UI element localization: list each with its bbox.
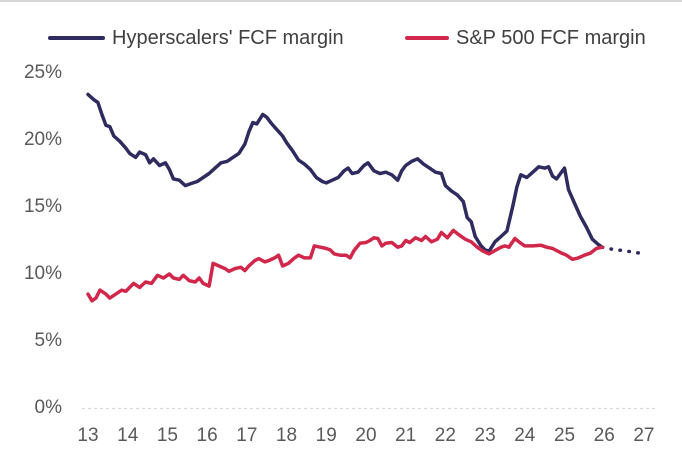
- x-tick-label: 20: [355, 425, 377, 446]
- legend-item-hyperscalers: Hyperscalers' FCF margin: [48, 27, 344, 49]
- x-tick-label: 16: [196, 425, 218, 446]
- x-tick-label: 23: [474, 425, 496, 446]
- y-tick-label: 20%: [23, 129, 62, 150]
- x-tick-label: 27: [633, 425, 655, 446]
- series-line-hyperscalers: [86, 92, 604, 253]
- series-line-hyperscalers-forecast: [600, 245, 642, 255]
- x-tick-label: 25: [553, 425, 576, 446]
- sp500-line-swatch-icon: [405, 36, 449, 40]
- hyperscalers-line-swatch-icon: [48, 36, 105, 40]
- x-tick-label: 15: [156, 425, 178, 446]
- x-tick-label: 14: [117, 425, 139, 446]
- x-tick-label: 19: [315, 425, 337, 446]
- x-tick-label: 17: [236, 425, 258, 446]
- x-tick-label: 24: [514, 425, 536, 446]
- y-tick-label: 15%: [23, 196, 62, 217]
- legend-label-hyperscalers: Hyperscalers' FCF margin: [112, 26, 344, 49]
- series-line-sp500: [86, 228, 604, 303]
- legend-item-sp500: S&P 500 FCF margin: [405, 27, 646, 49]
- window-top-edge: [0, 0, 682, 2]
- x-tick-label: 21: [395, 425, 417, 446]
- y-tick-label: 0%: [34, 397, 62, 418]
- y-tick-label: 5%: [34, 330, 62, 351]
- legend-label-sp500: S&P 500 FCF margin: [456, 26, 646, 49]
- x-tick-label: 26: [593, 425, 615, 446]
- x-tick-label: 18: [275, 425, 298, 446]
- x-tick-label: 22: [434, 425, 456, 446]
- y-tick-label: 25%: [23, 62, 62, 83]
- y-tick-label: 10%: [23, 263, 62, 284]
- x-tick-label: 13: [77, 425, 99, 446]
